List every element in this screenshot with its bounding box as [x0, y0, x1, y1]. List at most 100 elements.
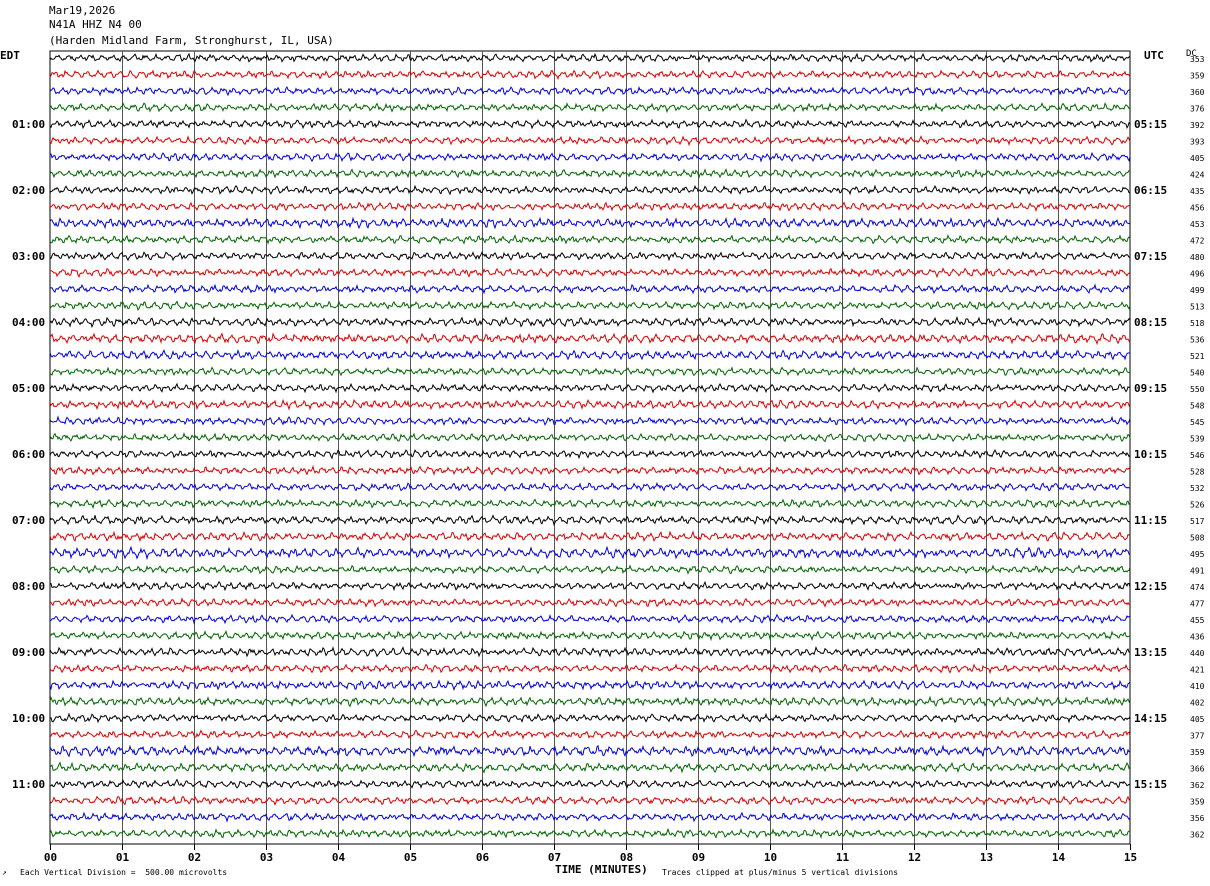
trace-line [49, 695, 1131, 708]
x-tick-label: 02 [188, 851, 201, 864]
x-tick-label: 09 [692, 851, 705, 864]
trace-line [49, 102, 1131, 114]
dc-offset-label: 436 [1190, 633, 1205, 642]
dc-offset-label: 539 [1190, 435, 1205, 444]
dc-offset-label: 508 [1190, 534, 1205, 543]
dc-offset-label: 360 [1190, 88, 1205, 97]
trace-line [49, 580, 1131, 592]
dc-offset-label: 528 [1190, 468, 1205, 477]
left-hour-label: 09:00 [12, 646, 45, 659]
trace-line [49, 233, 1131, 245]
x-tick-label: 04 [332, 851, 346, 864]
left-hour-label: 04:00 [12, 316, 45, 329]
trace-line [50, 267, 1131, 279]
x-axis-title: TIME (MINUTES) [555, 863, 648, 876]
trace-line [49, 300, 1131, 312]
trace-line [49, 811, 1131, 823]
trace-line [49, 69, 1131, 81]
trace-line [49, 729, 1131, 740]
trace-line [49, 415, 1131, 427]
dc-offset-heading: DC [1186, 49, 1197, 59]
trace-line [49, 761, 1131, 774]
right-hour-label: 13:15 [1134, 646, 1167, 659]
trace-line [49, 827, 1131, 839]
trace-line [49, 597, 1131, 608]
trace-line [49, 134, 1131, 147]
dc-offset-label: 548 [1190, 402, 1205, 411]
dc-offset-label: 491 [1190, 567, 1205, 576]
dc-offset-label: 513 [1190, 303, 1205, 312]
dc-offset-label: 496 [1190, 270, 1205, 279]
x-tick-label: 14 [1052, 851, 1066, 864]
clipping-note: Traces clipped at plus/minus 5 vertical … [662, 868, 899, 877]
dc-offset-label: 359 [1190, 748, 1205, 757]
dc-offset-label: 366 [1190, 765, 1205, 774]
trace-line [49, 795, 1131, 807]
dc-offset-label: 353 [1190, 55, 1205, 64]
trace-line [49, 251, 1130, 262]
dc-offset-label: 532 [1190, 484, 1205, 493]
x-tick-label: 11 [836, 851, 850, 864]
trace-line [49, 464, 1131, 476]
right-hour-label: 15:15 [1134, 778, 1167, 791]
dc-offset-label: 424 [1190, 171, 1205, 180]
dc-offset-label: 453 [1190, 220, 1205, 229]
trace-line [49, 315, 1131, 329]
dc-offset-label: 377 [1190, 732, 1205, 741]
dc-offset-label: 499 [1190, 286, 1205, 295]
x-tick-label: 05 [404, 851, 417, 864]
dc-offset-label: 521 [1190, 352, 1205, 361]
trace-line [49, 366, 1131, 377]
trace-line [49, 52, 1131, 64]
left-hour-label: 02:00 [12, 184, 45, 197]
x-tick-label: 03 [260, 851, 273, 864]
station-code: N41A HHZ N4 00 [49, 18, 142, 31]
left-hour-label: 03:00 [12, 250, 45, 263]
trace-line [49, 85, 1131, 97]
left-hour-label: 01:00 [12, 118, 45, 131]
trace-line [49, 498, 1131, 510]
dc-offset-label: 421 [1190, 666, 1205, 675]
right-hour-label: 05:15 [1134, 118, 1167, 131]
dc-offset-label: 550 [1190, 385, 1205, 394]
trace-line [49, 382, 1131, 394]
right-hour-label: 14:15 [1134, 712, 1167, 725]
x-tick-label: 08 [620, 851, 633, 864]
dc-offset-label: 362 [1190, 781, 1205, 790]
dc-offset-label: 518 [1190, 319, 1205, 328]
dc-offset-label: 405 [1190, 715, 1205, 724]
left-timezone-label: EDT [0, 49, 20, 62]
dc-offset-label: 362 [1190, 831, 1205, 840]
right-hour-label: 09:15 [1134, 382, 1167, 395]
dc-offset-label: 402 [1190, 699, 1205, 708]
x-tick-label: 07 [548, 851, 561, 864]
dc-offset-label: 546 [1190, 451, 1205, 460]
dc-offset-label: 393 [1190, 138, 1205, 147]
trace-line [49, 712, 1131, 724]
trace-line [49, 613, 1131, 625]
trace-line [49, 564, 1131, 575]
right-timezone-label: UTC [1144, 49, 1164, 62]
dc-offset-label: 495 [1190, 550, 1205, 559]
right-hour-label: 10:15 [1134, 448, 1167, 461]
dc-offset-label: 405 [1190, 154, 1205, 163]
x-tick-label: 01 [116, 851, 130, 864]
x-tick-label: 00 [44, 851, 57, 864]
trace-line [49, 168, 1131, 180]
dc-offset-label: 536 [1190, 336, 1205, 345]
left-hour-label: 10:00 [12, 712, 45, 725]
right-hour-label: 07:15 [1134, 250, 1167, 263]
dc-offset-label: 474 [1190, 583, 1205, 592]
trace-line [49, 332, 1131, 346]
trace-line [49, 645, 1131, 658]
right-hour-label: 11:15 [1134, 514, 1167, 527]
trace-line [49, 432, 1131, 443]
dc-offset-label: 477 [1190, 600, 1205, 609]
right-hour-label: 08:15 [1134, 316, 1167, 329]
dc-offset-label: 545 [1190, 418, 1205, 427]
dc-offset-label: 517 [1190, 517, 1205, 526]
x-tick-label: 13 [980, 851, 993, 864]
dc-offset-label: 376 [1190, 105, 1205, 114]
trace-line [49, 118, 1131, 130]
